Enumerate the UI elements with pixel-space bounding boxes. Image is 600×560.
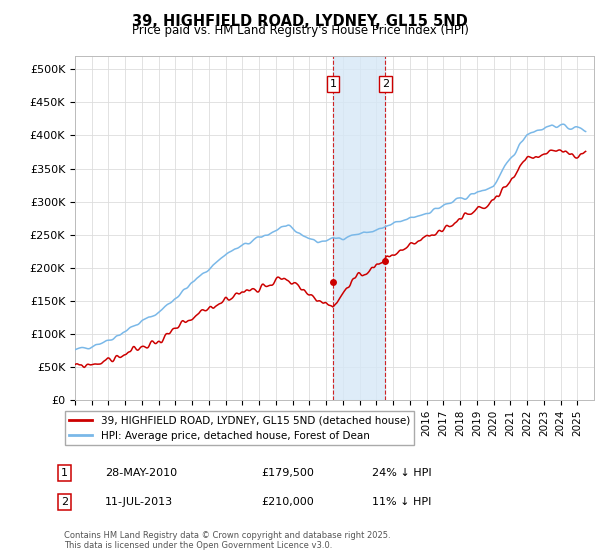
Text: 39, HIGHFIELD ROAD, LYDNEY, GL15 5ND: 39, HIGHFIELD ROAD, LYDNEY, GL15 5ND bbox=[132, 14, 468, 29]
Text: 11% ↓ HPI: 11% ↓ HPI bbox=[372, 497, 431, 507]
Text: 2: 2 bbox=[61, 497, 68, 507]
Text: 11-JUL-2013: 11-JUL-2013 bbox=[105, 497, 173, 507]
Bar bbox=[333, 56, 385, 400]
Text: £179,500: £179,500 bbox=[261, 468, 314, 478]
Text: Price paid vs. HM Land Registry's House Price Index (HPI): Price paid vs. HM Land Registry's House … bbox=[131, 24, 469, 37]
Text: 1: 1 bbox=[61, 468, 68, 478]
Text: 1: 1 bbox=[329, 79, 337, 89]
Legend: 39, HIGHFIELD ROAD, LYDNEY, GL15 5ND (detached house), HPI: Average price, detac: 39, HIGHFIELD ROAD, LYDNEY, GL15 5ND (de… bbox=[65, 411, 414, 445]
Text: 28-MAY-2010: 28-MAY-2010 bbox=[105, 468, 177, 478]
Text: Contains HM Land Registry data © Crown copyright and database right 2025.
This d: Contains HM Land Registry data © Crown c… bbox=[64, 530, 391, 550]
Text: £210,000: £210,000 bbox=[261, 497, 314, 507]
Text: 24% ↓ HPI: 24% ↓ HPI bbox=[372, 468, 431, 478]
Text: 2: 2 bbox=[382, 79, 389, 89]
